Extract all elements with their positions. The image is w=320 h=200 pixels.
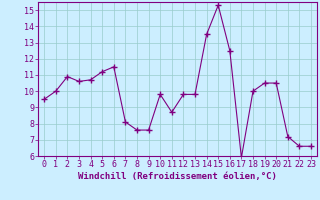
X-axis label: Windchill (Refroidissement éolien,°C): Windchill (Refroidissement éolien,°C) bbox=[78, 172, 277, 181]
